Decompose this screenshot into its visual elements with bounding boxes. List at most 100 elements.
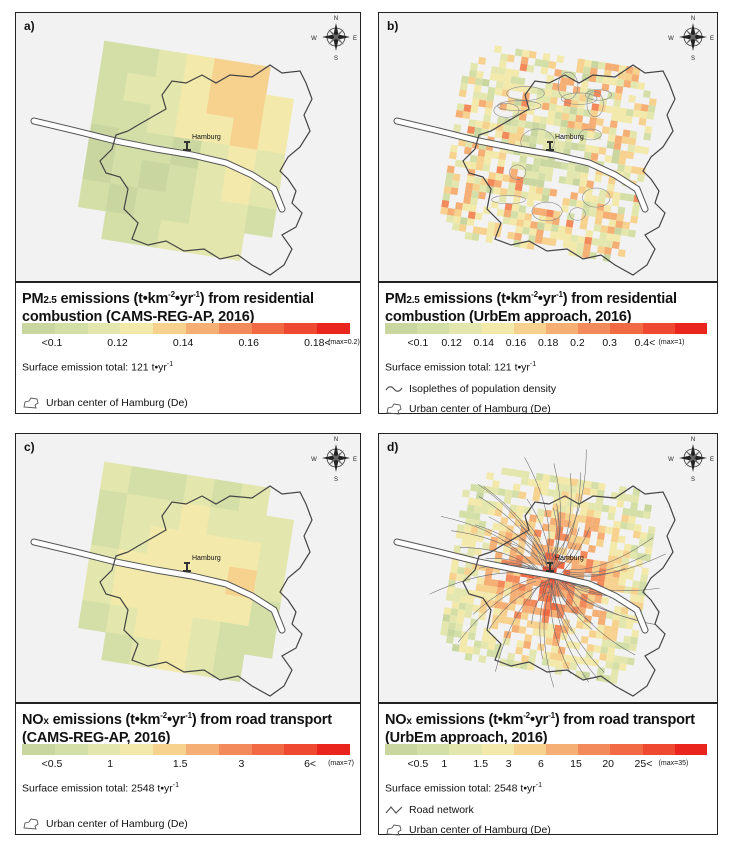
emission-cell: [522, 134, 531, 143]
emission-cell: [610, 669, 619, 678]
color-scale-swatch: [385, 323, 418, 334]
emission-cell: [606, 183, 615, 192]
emission-cell: [459, 217, 468, 226]
emission-cell: [580, 501, 589, 510]
emission-cell: [466, 175, 475, 184]
emission-cell: [537, 130, 546, 139]
emission-cell: [498, 530, 507, 539]
emission-cell: [573, 171, 582, 180]
road-segment: [557, 582, 578, 616]
emission-cell: [475, 120, 484, 129]
emission-cell: [602, 674, 611, 683]
emission-cell: [597, 617, 606, 626]
emission-cell: [155, 470, 188, 503]
emission-cell: [567, 163, 576, 172]
emission-cell: [548, 524, 557, 533]
emission-cell: [636, 509, 645, 519]
emission-cell: [626, 572, 635, 581]
emission-cell: [605, 526, 614, 535]
urban-legend-label: Urban center of Hamburg (De): [46, 397, 188, 409]
emission-cell: [524, 213, 533, 222]
emission-cell: [487, 642, 496, 651]
emission-cell: [77, 599, 111, 633]
emission-cell: [577, 479, 586, 488]
emission-cell: [609, 541, 618, 550]
emission-cell: [557, 603, 566, 612]
emission-cell: [614, 227, 623, 236]
emission-cell: [548, 659, 557, 668]
emission-cell: [572, 86, 581, 95]
legend-title: PM2.5 emissions (t•km-2•yr-1) from resid…: [385, 286, 677, 326]
emission-cell: [601, 126, 610, 135]
emission-cell: [543, 223, 552, 232]
emission-cell: [587, 594, 596, 603]
emission-cell: [494, 600, 503, 609]
emission-cell: [591, 524, 600, 533]
emission-cell: [534, 235, 543, 244]
legend-title-line1: NOx emissions (t•km-2•yr-1) from road tr…: [22, 707, 332, 730]
emission-cell: [567, 626, 576, 635]
emission-cell: [540, 66, 549, 75]
emission-cell: [590, 195, 599, 204]
emission-cell: [519, 106, 528, 115]
color-scale-swatch: [251, 744, 285, 755]
emission-cell: [616, 78, 625, 87]
color-scale-swatch: [185, 323, 219, 334]
emission-cell: [601, 83, 610, 92]
urban-legend-item: Urban center of Hamburg (De): [385, 824, 551, 836]
emission-cell: [638, 117, 647, 126]
emission-cell: [619, 521, 628, 530]
emission-cell: [261, 515, 295, 549]
emission-cell: [521, 470, 530, 479]
emission-cell: [464, 518, 473, 527]
emission-cell: [495, 172, 504, 181]
emission-cell: [470, 526, 479, 535]
emission-cell: [448, 151, 457, 160]
emission-cell: [595, 118, 604, 127]
emission-cell: [577, 100, 586, 109]
emission-cell: [548, 103, 557, 112]
emission-cell: [547, 488, 556, 497]
color-scale-swatch: [642, 744, 675, 755]
emission-cell: [105, 604, 139, 637]
emission-cell: [485, 235, 494, 244]
title-exp: -2: [168, 290, 175, 299]
emission-cell: [604, 154, 613, 163]
emission-cell: [453, 208, 462, 218]
color-scale-swatch: [218, 323, 252, 334]
emission-cell: [595, 210, 604, 219]
emission-cell: [467, 76, 476, 85]
extra-legend-item: Road network: [385, 804, 474, 816]
emission-cell: [549, 609, 558, 618]
emission-cell: [118, 521, 152, 554]
emission-cell: [597, 196, 606, 205]
compass-w-label: W: [311, 36, 317, 42]
emission-cell: [510, 76, 519, 85]
emission-cell: [492, 522, 501, 531]
wavy-line-icon: [385, 386, 403, 392]
compass-n-label: N: [334, 16, 338, 22]
road-segment: [550, 583, 571, 674]
emission-cell: [545, 545, 554, 554]
color-scale-bar: [385, 744, 708, 755]
tick-label: 0.4<: [634, 337, 656, 349]
emission-cell: [527, 192, 536, 201]
emission-cell: [229, 117, 262, 151]
emission-cell: [630, 215, 639, 224]
emission-cell: [587, 544, 596, 553]
emission-cell: [544, 216, 553, 225]
emission-cell: [502, 174, 511, 183]
emission-cell: [146, 104, 180, 138]
emission-cell: [587, 502, 596, 511]
emission-cell: [569, 485, 578, 494]
emission-cell: [498, 60, 507, 69]
emission-cell: [621, 514, 630, 523]
emission-cell: [564, 226, 573, 235]
emission-cell: [608, 548, 617, 557]
emission-cell: [443, 607, 452, 616]
emission-cell: [478, 612, 487, 621]
emission-cell: [618, 620, 627, 629]
emission-cell: [595, 496, 604, 505]
title-pollutant-sub: x: [43, 715, 49, 727]
emission-cell: [482, 542, 491, 551]
